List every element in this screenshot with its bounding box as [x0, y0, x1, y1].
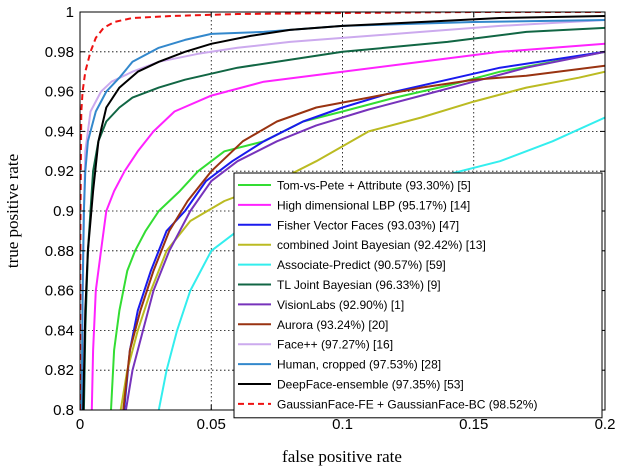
legend-entry-label: DeepFace-ensemble (97.35%) [53] — [277, 378, 464, 392]
series-line-10 — [82, 15, 605, 410]
series-line-7 — [122, 64, 605, 410]
y-tick-label: 0.84 — [45, 322, 74, 339]
y-tick-label: 1 — [66, 4, 74, 21]
legend-entry-label: Associate-Predict (90.57%) [59] — [277, 258, 446, 272]
y-tick-label: 0.9 — [53, 203, 74, 220]
x-tick-label: 0.05 — [197, 416, 226, 433]
legend-entry-label: High dimensional LBP (95.17%) [14] — [277, 198, 470, 212]
x-tick-label: 0 — [76, 416, 84, 433]
y-tick-label: 0.82 — [45, 362, 74, 379]
y-tick-label: 0.94 — [45, 123, 74, 140]
legend-entry-label: TL Joint Bayesian (96.33%) [9] — [277, 278, 441, 292]
y-axis-label: true positive rate — [3, 154, 22, 268]
legend-entry-label: Fisher Vector Faces (93.03%) [47] — [277, 218, 459, 232]
legend-entry-label: Face++ (97.27%) [16] — [277, 338, 393, 352]
x-axis-label: false positive rate — [282, 447, 402, 466]
legend-entry-label: Human, cropped (97.53%) [28] — [277, 358, 441, 372]
series-line-6 — [124, 50, 605, 410]
legend-entry-label: Tom-vs-Pete + Attribute (93.30%) [5] — [277, 179, 471, 193]
y-tick-label: 0.92 — [45, 163, 74, 180]
legend-box — [233, 172, 603, 419]
y-tick-label: 0.88 — [45, 243, 74, 260]
y-tick-label: 0.86 — [45, 283, 74, 300]
series-line-11 — [80, 12, 605, 410]
legend-entry-label: Aurora (93.24%) [20] — [277, 318, 388, 332]
y-tick-label: 0.8 — [53, 402, 74, 419]
legend: Tom-vs-Pete + Attribute (93.30%) [5] High… — [233, 172, 603, 419]
series-line-1 — [90, 42, 605, 410]
tick-labels: 0 0.05 0.1 0.15 0.2 0.8 0.82 0.84 0.86 0.88 0.9 0.9… — [45, 4, 616, 433]
series-group — [80, 12, 605, 410]
y-tick-label: 0.96 — [45, 84, 74, 101]
legend-entry-label: VisionLabs (92.90%) [1] — [277, 298, 404, 312]
x-tick-label: 0.15 — [459, 416, 488, 433]
series-line-2 — [123, 50, 605, 410]
x-tick-label: 0.1 — [332, 416, 353, 433]
legend-entry-label: GaussianFace-FE + GaussianFace-BC (98.52… — [277, 397, 537, 411]
legend-entry-label: combined Joint Bayesian (92.42%) [13] — [277, 238, 486, 252]
y-tick-label: 0.98 — [45, 44, 74, 61]
x-tick-label: 0.2 — [595, 416, 616, 433]
